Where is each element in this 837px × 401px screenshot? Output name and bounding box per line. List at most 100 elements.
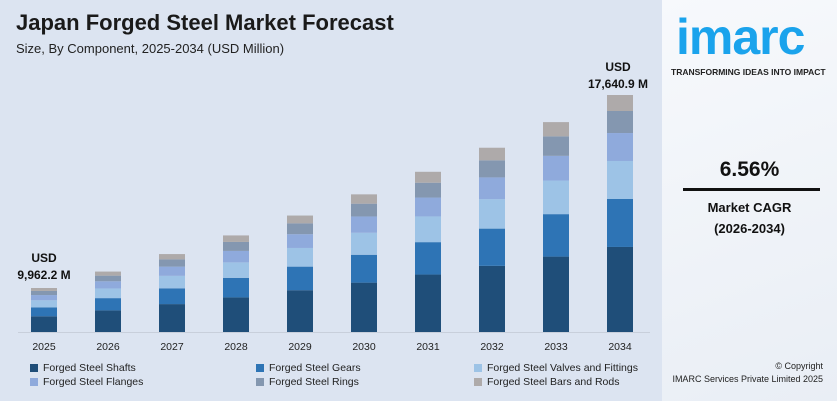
x-tick-label: 2028 bbox=[224, 341, 248, 353]
bar-segment-2034-2 bbox=[607, 160, 633, 199]
bar-segment-2026-3 bbox=[95, 281, 121, 289]
bar-segment-2029-4 bbox=[287, 223, 313, 235]
bar-segment-2033-1 bbox=[543, 214, 569, 257]
bar-segment-2027-1 bbox=[159, 288, 185, 305]
bar-segment-2032-3 bbox=[479, 177, 505, 200]
cagr-value: 6.56% bbox=[719, 158, 780, 181]
tagline: TRANSFORMING IDEAS INTO IMPACT bbox=[671, 67, 826, 77]
bar-segment-2025-3 bbox=[31, 295, 57, 301]
legend-item: Forged Steel Valves and Fittings bbox=[474, 362, 638, 374]
x-tick-label: 2025 bbox=[32, 341, 56, 353]
bar-segment-2029-2 bbox=[287, 247, 313, 267]
bar-segment-2030-3 bbox=[351, 216, 377, 233]
data-label-2034: 17,640.9 M bbox=[588, 77, 648, 91]
legend-swatch bbox=[474, 378, 482, 386]
data-label-2034: USD bbox=[605, 60, 631, 74]
bar-segment-2031-3 bbox=[415, 197, 441, 217]
bar-segment-2030-5 bbox=[351, 194, 377, 204]
bar-segment-2029-3 bbox=[287, 234, 313, 248]
bar-segment-2025-0 bbox=[31, 316, 57, 332]
company: IMARC Services Private Limited 2025 bbox=[672, 374, 823, 384]
bar-segment-2029-1 bbox=[287, 266, 313, 291]
x-tick-label: 2031 bbox=[416, 341, 440, 353]
bar-segment-2030-1 bbox=[351, 254, 377, 283]
legend-swatch bbox=[256, 364, 264, 372]
bar-segment-2027-4 bbox=[159, 259, 185, 267]
stacked-bar-chart: 2025 2026 2027 2028 2029 2030 2031 2032 2033 2034… bbox=[17, 60, 650, 353]
bar-segment-2027-2 bbox=[159, 275, 185, 289]
x-tick-label: 2030 bbox=[352, 341, 376, 353]
bar-segment-2034-4 bbox=[607, 110, 633, 134]
bar-segment-2032-5 bbox=[479, 147, 505, 161]
bar-segment-2033-0 bbox=[543, 256, 569, 332]
legend-item: Forged Steel Bars and Rods bbox=[474, 376, 620, 388]
bar-segment-2026-2 bbox=[95, 288, 121, 299]
bar-segment-2032-2 bbox=[479, 199, 505, 229]
legend-swatch bbox=[30, 364, 38, 372]
bar-segment-2028-1 bbox=[223, 277, 249, 298]
bar-segment-2031-4 bbox=[415, 182, 441, 198]
copyright: © Copyright bbox=[775, 361, 823, 371]
bar-segment-2030-0 bbox=[351, 282, 377, 332]
bar-segment-2028-5 bbox=[223, 235, 249, 242]
bar-segment-2025-5 bbox=[31, 288, 57, 291]
legend-label: Forged Steel Shafts bbox=[43, 362, 136, 374]
x-tick-label: 2033 bbox=[544, 341, 568, 353]
bar-segment-2029-5 bbox=[287, 215, 313, 224]
chart-title: Japan Forged Steel Market Forecast bbox=[16, 10, 394, 35]
bar-segment-2025-4 bbox=[31, 290, 57, 296]
bar-segment-2031-1 bbox=[415, 242, 441, 275]
legend-label: Forged Steel Flanges bbox=[43, 376, 144, 388]
bar-segment-2027-5 bbox=[159, 254, 185, 260]
bar-segment-2027-0 bbox=[159, 304, 185, 332]
legend-item: Forged Steel Flanges bbox=[30, 376, 143, 388]
bar-segment-2028-3 bbox=[223, 250, 249, 263]
legend-swatch bbox=[256, 378, 264, 386]
bar-segment-2031-5 bbox=[415, 171, 441, 183]
legend-label: Forged Steel Valves and Fittings bbox=[487, 362, 638, 374]
bar-segment-2031-2 bbox=[415, 216, 441, 243]
bar-segment-2034-0 bbox=[607, 246, 633, 332]
data-label-2025: USD bbox=[31, 251, 57, 265]
bar-segment-2032-4 bbox=[479, 160, 505, 178]
bar-segment-2033-5 bbox=[543, 122, 569, 137]
divider bbox=[683, 188, 820, 191]
cagr-label: Market CAGR bbox=[707, 200, 792, 215]
x-tick-label: 2034 bbox=[608, 341, 632, 353]
bar-segment-2027-3 bbox=[159, 266, 185, 276]
legend-item: Forged Steel Rings bbox=[256, 376, 359, 388]
legend-item: Forged Steel Gears bbox=[256, 362, 361, 374]
bar-segment-2033-2 bbox=[543, 180, 569, 215]
bar-segment-2030-4 bbox=[351, 203, 377, 217]
legend-label: Forged Steel Bars and Rods bbox=[487, 376, 620, 388]
bar-segment-2025-2 bbox=[31, 300, 57, 308]
info-panel bbox=[662, 0, 837, 401]
bar-segment-2032-1 bbox=[479, 228, 505, 266]
bar-segment-2030-2 bbox=[351, 232, 377, 255]
bar-segment-2026-1 bbox=[95, 298, 121, 311]
bar-segment-2033-3 bbox=[543, 155, 569, 181]
x-tick-label: 2027 bbox=[160, 341, 184, 353]
bar-segment-2034-1 bbox=[607, 198, 633, 247]
x-tick-label: 2032 bbox=[480, 341, 504, 353]
legend-swatch bbox=[474, 364, 482, 372]
bar-segment-2034-5 bbox=[607, 95, 633, 111]
legend-label: Forged Steel Rings bbox=[269, 376, 359, 388]
bar-segment-2031-0 bbox=[415, 274, 441, 332]
cagr-period: (2026-2034) bbox=[714, 221, 785, 236]
bar-segment-2025-1 bbox=[31, 307, 57, 317]
legend-label: Forged Steel Gears bbox=[269, 362, 361, 374]
bar-segment-2026-5 bbox=[95, 271, 121, 276]
bar-segment-2033-4 bbox=[543, 136, 569, 156]
bar-segment-2028-4 bbox=[223, 241, 249, 251]
x-tick-label: 2026 bbox=[96, 341, 120, 353]
legend-item: Forged Steel Shafts bbox=[30, 362, 136, 374]
chart-subtitle: Size, By Component, 2025-2034 (USD Milli… bbox=[16, 41, 285, 56]
legend-swatch bbox=[30, 378, 38, 386]
bar-segment-2034-3 bbox=[607, 133, 633, 161]
imarc-logo: imarc bbox=[676, 9, 805, 65]
bar-segment-2026-0 bbox=[95, 310, 121, 332]
bar-segment-2026-4 bbox=[95, 275, 121, 282]
bar-segment-2028-0 bbox=[223, 297, 249, 332]
bar-segment-2028-2 bbox=[223, 262, 249, 278]
